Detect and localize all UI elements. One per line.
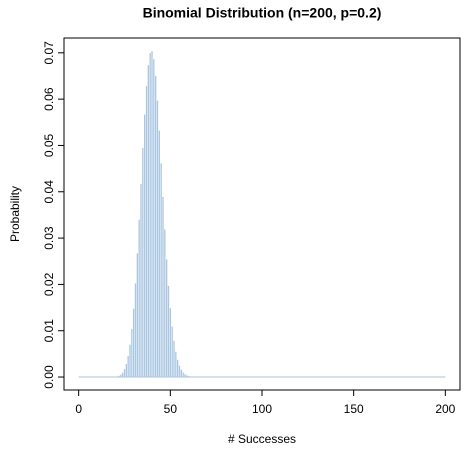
x-tick-label: 100 xyxy=(252,402,272,416)
x-tick-label: 200 xyxy=(435,402,455,416)
chart-title: Binomial Distribution (n=200, p=0.2) xyxy=(143,5,382,21)
y-tick-label: 0.04 xyxy=(42,180,56,204)
y-axis-label: Probability xyxy=(8,186,22,242)
x-tick-label: 150 xyxy=(344,402,364,416)
y-tick-label: 0.02 xyxy=(42,272,56,296)
y-tick-label: 0.05 xyxy=(42,133,56,157)
x-axis-label: # Successes xyxy=(228,432,296,446)
y-tick-label: 0.07 xyxy=(42,41,56,65)
x-tick-label: 50 xyxy=(164,402,178,416)
y-tick-label: 0.03 xyxy=(42,226,56,250)
y-tick-label: 0.00 xyxy=(42,365,56,389)
x-tick-label: 0 xyxy=(75,402,82,416)
y-tick-label: 0.01 xyxy=(42,319,56,343)
y-tick-label: 0.06 xyxy=(42,87,56,111)
plot-frame xyxy=(63,37,461,391)
